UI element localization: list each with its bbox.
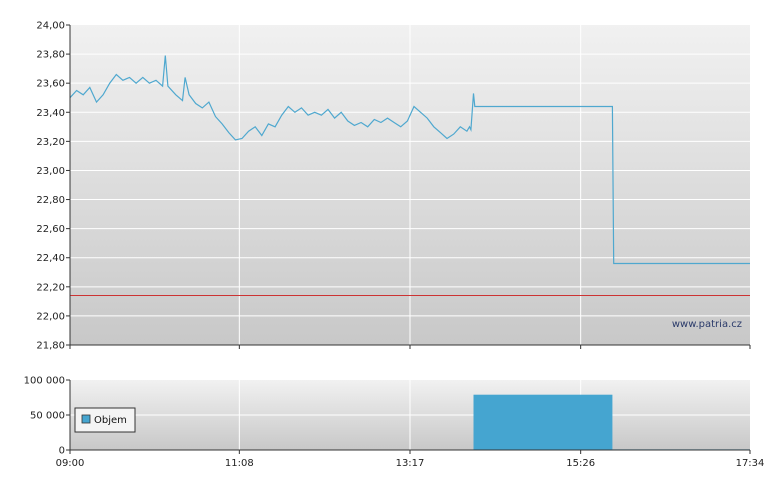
volume-bar — [473, 394, 613, 450]
price-line — [69, 55, 750, 265]
price-y-tick-label: 22,20 — [36, 282, 65, 293]
x-tick-label: 15:26 — [566, 458, 595, 469]
price-grid — [70, 25, 750, 345]
x-tick-label: 11:08 — [225, 458, 254, 469]
volume-y-tick-label: 0 — [59, 446, 65, 457]
price-y-tick-label: 22,80 — [36, 195, 65, 206]
x-tick-label: 13:17 — [396, 458, 425, 469]
volume-panel: 100 000 50 000 0 09:00 11:08 13:17 15:26 17:34… — [24, 376, 765, 470]
price-y-axis: 24,00 23,80 23,60 23,40 23,20 23,00 22,80 22,60… — [36, 21, 70, 352]
price-panel: 24,00 23,80 23,60 23,40 23,20 23,00 22,80 22,60… — [36, 21, 751, 352]
price-y-tick-label: 22,60 — [36, 224, 65, 235]
price-y-tick-label: 23,60 — [36, 79, 65, 90]
price-y-tick-label: 22,40 — [36, 253, 65, 264]
legend-label: Objem — [94, 415, 127, 426]
price-y-tick-label: 24,00 — [36, 21, 65, 32]
price-y-tick-label: 23,20 — [36, 137, 65, 148]
volume-y-tick-label: 100 000 — [24, 376, 65, 387]
price-y-tick-label: 23,80 — [36, 50, 65, 61]
volume-y-axis: 100 000 50 000 0 — [24, 376, 70, 457]
price-y-tick-label: 23,00 — [36, 166, 65, 177]
volume-y-tick-label: 50 000 — [30, 411, 65, 422]
legend-swatch — [81, 414, 91, 424]
volume-bars — [473, 394, 750, 451]
price-y-tick-label: 22,00 — [36, 311, 65, 322]
price-y-tick-label: 21,80 — [36, 341, 65, 352]
volume-x-axis: 09:00 11:08 13:17 15:26 17:34 — [56, 450, 765, 469]
legend: Objem — [74, 407, 136, 433]
price-y-tick-label: 23,40 — [36, 108, 65, 119]
watermark: www.patria.cz — [672, 319, 742, 330]
x-tick-label: 09:00 — [56, 458, 85, 469]
legend-box — [74, 407, 136, 433]
x-tick-label: 17:34 — [736, 458, 765, 469]
price-x-ticks — [69, 345, 751, 349]
